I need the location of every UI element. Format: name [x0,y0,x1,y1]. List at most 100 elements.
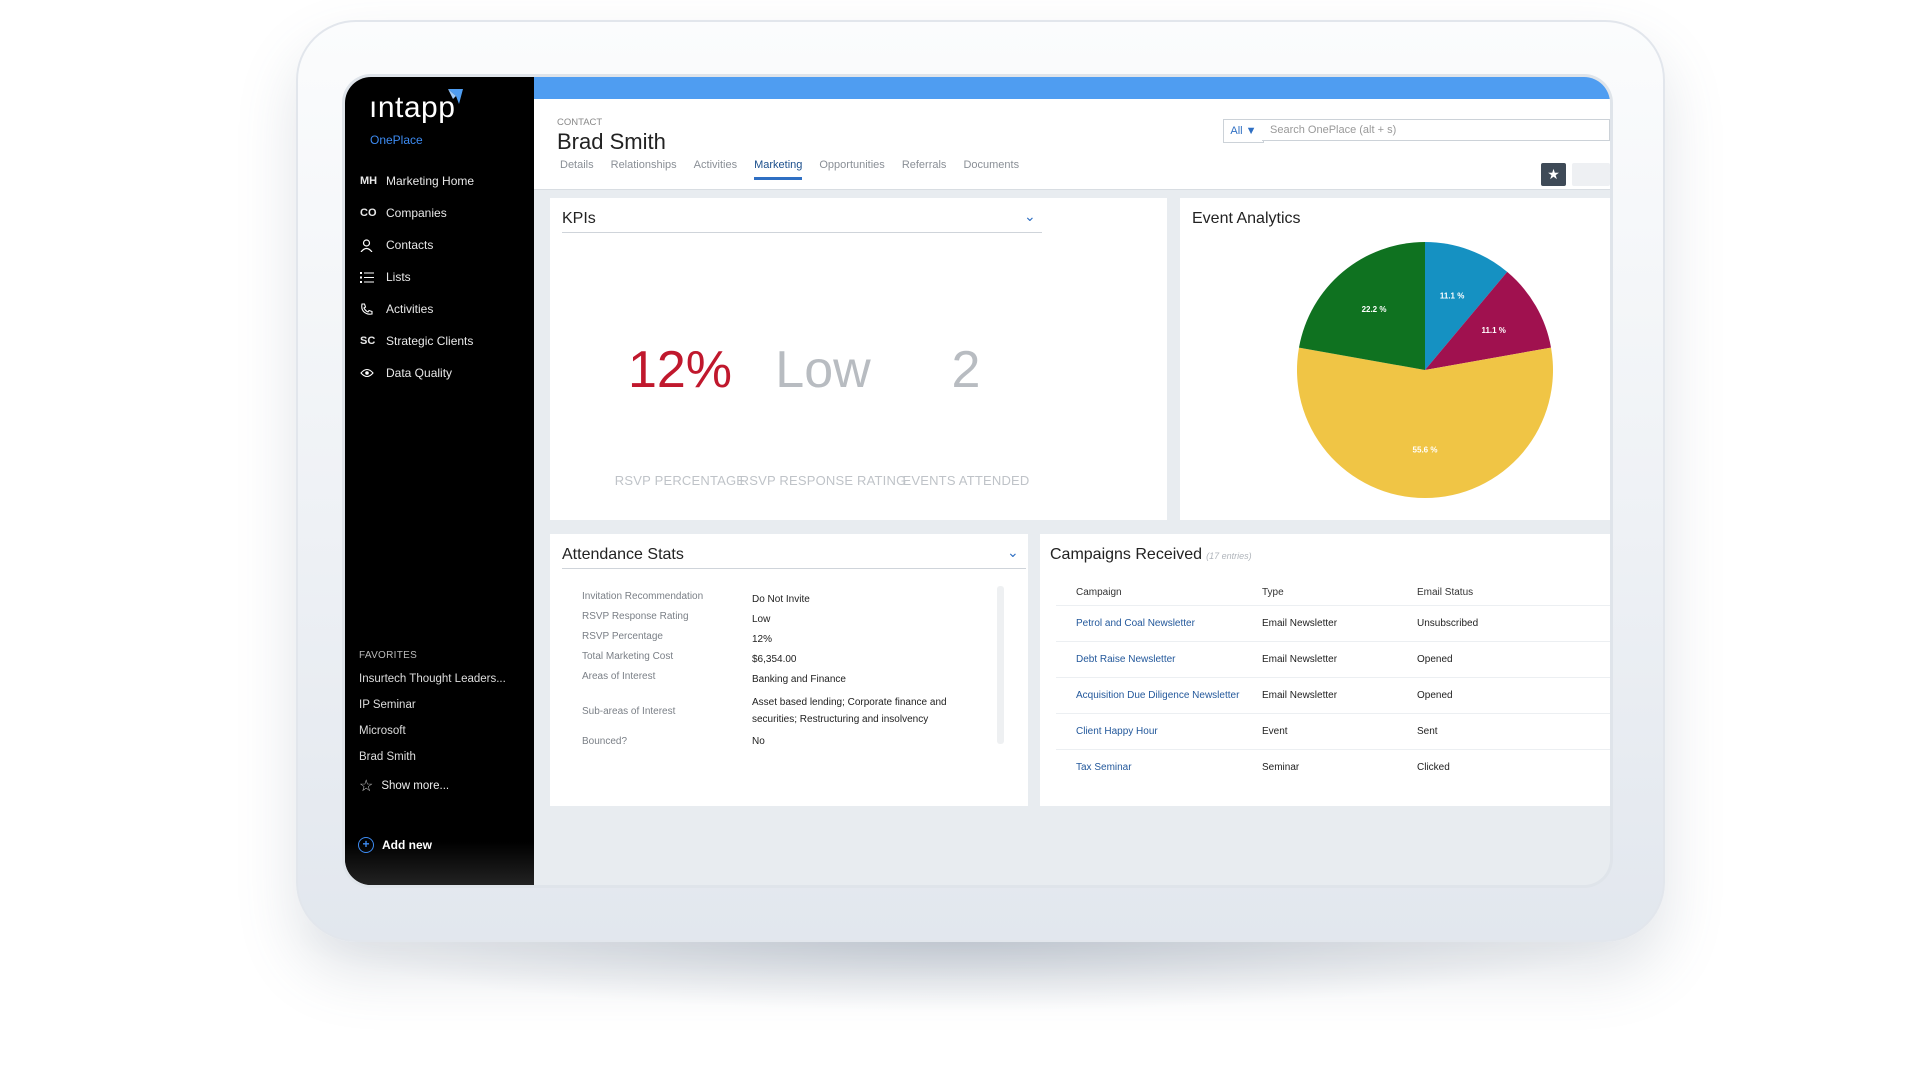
campaign-status: Clicked [1417,762,1450,773]
campaigns-count: (17 entries) [1206,551,1252,561]
sidebar-item-marketing-home[interactable]: MH Marketing Home [360,165,530,197]
favorites-heading: FAVORITES [359,650,418,661]
table-row: Tax Seminar Seminar Clicked [1056,749,1610,785]
intapp-logo: ıntapp [369,91,456,124]
attendance-scrollbar[interactable] [997,586,1004,744]
pie-label-3: 22.2 % [1362,305,1387,314]
pie-label-0: 11.1 % [1440,291,1464,300]
column-header-type[interactable]: Type [1262,587,1284,598]
attendance-key: Sub-areas of Interest [582,705,676,717]
table-row: Petrol and Coal Newsletter Email Newslet… [1056,605,1610,641]
product-name: OnePlace [370,133,423,147]
add-new-button[interactable]: + Add new [358,837,432,853]
record-tabs: Details Relationships Activities Marketi… [560,159,1036,180]
sidebar-item-label: Data Quality [386,366,453,380]
attendance-row: Bounced? No [582,731,952,751]
tab-referrals[interactable]: Referrals [901,159,947,171]
star-icon: ★ [1547,166,1560,182]
campaign-type: Email Newsletter [1262,690,1338,701]
list-icon [360,271,376,284]
tab-activities[interactable]: Activities [693,159,738,171]
page-title: Brad Smith [557,129,666,154]
campaign-link[interactable]: Tax Seminar [1076,762,1132,773]
campaign-type: Event [1262,726,1288,737]
attendance-table: Invitation Recommendation Do Not Invite … [582,591,952,751]
event-pie-chart: 11.1 % 11.1 % 55.6 % 22.2 % [1297,242,1553,499]
tab-relationships[interactable]: Relationships [610,159,677,171]
kpis-title: KPIs [562,210,596,227]
person-icon [360,238,376,252]
divider [562,568,1026,569]
top-accent-bar [534,77,1610,99]
attendance-row: Areas of Interest Banking and Finance [582,671,952,691]
sidebar-item-activities[interactable]: Activities [360,293,530,325]
favorite-item[interactable]: Microsoft [359,725,406,737]
attendance-title: Attendance Stats [562,546,684,563]
campaign-type: Email Newsletter [1262,654,1338,665]
campaign-status: Opened [1417,654,1453,665]
sidebar-item-data-quality[interactable]: Data Quality [360,357,530,389]
search-scope-select[interactable]: All ▼ [1223,119,1264,143]
favorite-item[interactable]: Brad Smith [359,751,416,763]
sidebar-item-lists[interactable]: Lists [360,261,530,293]
sidebar-item-label: Lists [386,270,411,284]
attendance-row: Sub-areas of Interest Asset based lendin… [582,691,952,731]
campaigns-table-body: Petrol and Coal Newsletter Email Newslet… [1056,605,1610,785]
attendance-stats-card: Attendance Stats ⌄ Invitation Recommenda… [550,534,1028,806]
app-screen: ıntapp OnePlace MH Marketing Home CO Com… [345,77,1610,885]
search-input[interactable]: Search OnePlace (alt + s) [1262,119,1610,141]
sidebar-item-strategic-clients[interactable]: SC Strategic Clients [360,325,530,357]
attendance-value: Asset based lending; Corporate finance a… [752,697,947,725]
show-more-link[interactable]: ☆ Show more... [359,772,506,800]
pie-slice-3[interactable] [1298,242,1425,370]
sidebar-item-label: Contacts [386,238,434,252]
sidebar-nav: MH Marketing Home CO Companies Contacts … [360,165,530,389]
tab-details[interactable]: Details [560,159,594,171]
show-more-label: Show more... [381,780,450,792]
tab-marketing[interactable]: Marketing [754,159,803,180]
plus-circle-icon: + [358,837,374,853]
campaign-link[interactable]: Client Happy Hour [1076,726,1158,737]
mh-badge: MH [360,175,378,187]
campaign-status: Opened [1417,690,1453,701]
chevron-down-icon[interactable]: ⌄ [1024,208,1036,224]
sidebar-item-companies[interactable]: CO Companies [360,197,530,229]
attendance-key: Areas of Interest [582,671,656,682]
kpis-card: KPIs ⌄ 12% Low 2 RSVP PERCENTAGE RSVP RE… [550,198,1167,520]
kpi-rsvp-percentage-label: RSVP PERCENTAGE [614,473,746,488]
pie-label-1: 11.1 % [1481,326,1505,335]
attendance-row: RSVP Percentage 12% [582,631,952,651]
attendance-value: Banking and Finance [752,674,846,685]
tab-opportunities[interactable]: Opportunities [819,159,885,171]
campaigns-title: Campaigns Received (17 entries) [1050,546,1252,564]
attendance-key: RSVP Percentage [582,631,663,642]
kpi-rsvp-percentage-value: 12% [627,341,733,399]
campaign-link[interactable]: Acquisition Due Diligence Newsletter [1076,690,1240,701]
favorite-item[interactable]: IP Seminar [359,699,416,711]
record-header: CONTACT Brad Smith Details Relationships… [534,99,1610,190]
chevron-down-icon[interactable]: ⌄ [1007,544,1019,560]
column-header-email-status[interactable]: Email Status [1417,587,1474,598]
more-button[interactable] [1572,163,1610,186]
sidebar-item-contacts[interactable]: Contacts [360,229,530,261]
favorite-item[interactable]: Insurtech Thought Leaders... [359,673,506,685]
pie-slice-2[interactable] [1297,347,1553,499]
sidebar-item-label: Strategic Clients [386,334,474,348]
table-row: Acquisition Due Diligence Newsletter Ema… [1056,677,1610,713]
kpi-rsvp-rating-label: RSVP RESPONSE RATING [739,473,907,488]
favorite-button[interactable]: ★ [1541,163,1566,186]
pie-slice-1[interactable] [1425,271,1552,370]
campaign-type: Email Newsletter [1262,618,1338,629]
tab-documents[interactable]: Documents [963,159,1020,171]
attendance-value: 12% [752,634,773,645]
divider [562,232,1042,233]
attendance-value: Do Not Invite [752,594,810,605]
sidebar-item-label: Activities [386,302,434,316]
table-row: Debt Raise Newsletter Email Newsletter O… [1056,641,1610,677]
kpi-events-attended-value: 2 [951,341,981,399]
sc-badge: SC [360,335,376,347]
campaign-link[interactable]: Petrol and Coal Newsletter [1076,618,1195,629]
column-header-campaign[interactable]: Campaign [1076,587,1122,598]
pie-slice-0[interactable] [1425,242,1508,370]
campaign-link[interactable]: Debt Raise Newsletter [1076,654,1176,665]
